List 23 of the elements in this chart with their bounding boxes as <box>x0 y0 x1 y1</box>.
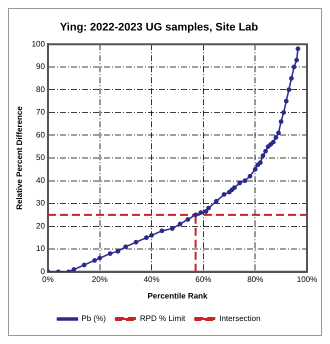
y-axis-title: Relative Percent Difference <box>15 106 24 210</box>
y-tick-label: 80 <box>36 84 46 94</box>
y-tick-label: 20 <box>36 221 46 230</box>
x-tick-label: 80% <box>247 274 264 284</box>
y-tick-label: 10 <box>36 244 46 254</box>
x-axis-title: Percentile Rank <box>147 291 208 300</box>
y-tick-label: 90 <box>36 62 46 72</box>
y-tick-label: 60 <box>36 130 46 140</box>
x-tick-label: 20% <box>92 274 108 284</box>
y-tick-label: 0 <box>40 267 46 276</box>
x-tick-label: 40% <box>144 274 160 284</box>
y-tick-label: 100 <box>32 39 46 48</box>
legend-label: RPD % Limit <box>140 314 186 324</box>
y-tick-label: 50 <box>36 153 46 162</box>
x-tick-label: 0% <box>42 274 54 284</box>
y-tick-label: 40 <box>36 176 46 185</box>
legend-label: Pb (%) <box>81 314 106 324</box>
x-tick-label: 100% <box>296 274 318 284</box>
legend-label: Intersection <box>219 314 261 324</box>
chart-title: Ying: 2022-2023 UG samples, Site Lab <box>60 22 258 34</box>
x-tick-label: 60% <box>195 274 212 284</box>
y-tick-label: 70 <box>36 108 46 117</box>
y-tick-label: 30 <box>36 198 46 208</box>
